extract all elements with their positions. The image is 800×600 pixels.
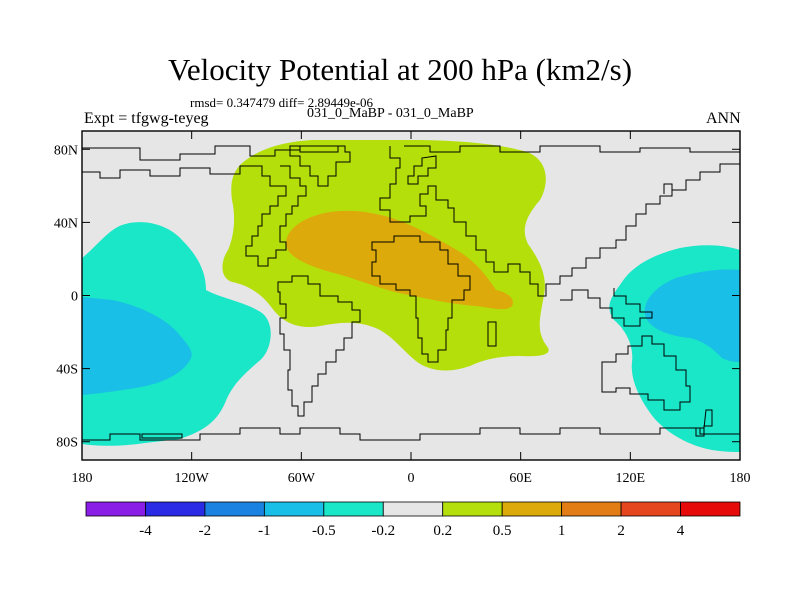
coastlines <box>82 145 740 441</box>
x-tick-label: 180 <box>730 471 751 486</box>
colorbar-swatch <box>263 501 325 517</box>
africa-eurasia-positive-core <box>286 210 513 310</box>
colorbar-swatch <box>323 501 384 517</box>
colorbar-swatch <box>85 501 146 517</box>
y-tick-label: 0 <box>71 290 78 305</box>
colorbar-swatch <box>620 501 681 517</box>
colorbar-label: -0.2 <box>371 523 395 539</box>
cases-label: 031_0_MaBP - 031_0_MaBP <box>307 106 474 121</box>
coastline-south-america <box>277 275 361 417</box>
x-tick-label: 0 <box>408 471 415 486</box>
colorbar-label: 1 <box>558 523 566 539</box>
y-tick-label: 40S <box>56 363 78 378</box>
coastline-eurasia <box>379 146 740 297</box>
colorbar: -4 -2 -1 -0.5 -0.2 0.2 0.5 1 2 4 <box>85 501 741 539</box>
experiment-label: Expt = tfgwg-teyeg <box>84 110 209 127</box>
coastline-new-zealand <box>695 409 713 437</box>
coastline-antarctica <box>82 427 740 441</box>
x-tick-label: 120W <box>175 471 210 486</box>
y-tick-label: 40N <box>54 216 78 231</box>
colorbar-swatch <box>204 501 265 517</box>
colorbar-swatch <box>501 501 563 517</box>
y-tick-label: 80N <box>54 143 78 158</box>
colorbar-label: 4 <box>677 523 685 539</box>
colorbar-swatch <box>145 501 206 517</box>
pacific-east-negative-core <box>644 269 740 362</box>
contour-fields <box>82 140 740 452</box>
coastline-europe-seas <box>407 155 437 185</box>
coastline-kamchatka <box>663 183 673 196</box>
x-tick-label: 180 <box>72 471 93 486</box>
season-label: ANN <box>706 110 741 127</box>
x-tick-label: 120E <box>616 471 646 486</box>
colorbar-label: -0.5 <box>312 523 336 539</box>
y-tick-label: 80S <box>56 436 78 451</box>
colorbar-label: 0.2 <box>433 523 452 539</box>
colorbar-swatch <box>680 501 741 517</box>
coastline-greenland <box>289 145 351 187</box>
colorbar-label: -4 <box>139 523 152 539</box>
colorbar-label: 2 <box>617 523 625 539</box>
coastline-ross-shelf <box>141 433 183 439</box>
colorbar-swatch <box>561 501 622 517</box>
colorbar-label: 0.5 <box>493 523 512 539</box>
coastline-madagascar <box>487 321 497 347</box>
coastline-australia <box>601 335 691 411</box>
colorbar-label: -1 <box>258 523 271 539</box>
axes: 180 120W 60W 0 60E 120E 180 80N 40N 0 40S 80S <box>54 131 751 486</box>
coastline-north-america <box>82 165 307 267</box>
colorbar-label: -2 <box>199 523 212 539</box>
coastline-arctic <box>82 145 338 161</box>
colorbar-swatch <box>382 501 444 517</box>
x-tick-label: 60E <box>509 471 532 486</box>
pacific-west-negative-core <box>82 297 192 395</box>
coastline-indonesia <box>560 288 653 327</box>
coastline-siberia-north <box>404 145 740 153</box>
stats-line: rmsd= 0.347479 diff= 2.89449e-06 <box>190 95 374 110</box>
colorbar-swatch <box>442 501 503 517</box>
chart-title: Velocity Potential at 200 hPa (km2/s) <box>167 52 633 87</box>
coastline-africa <box>371 235 471 363</box>
x-tick-label: 60W <box>288 471 316 486</box>
